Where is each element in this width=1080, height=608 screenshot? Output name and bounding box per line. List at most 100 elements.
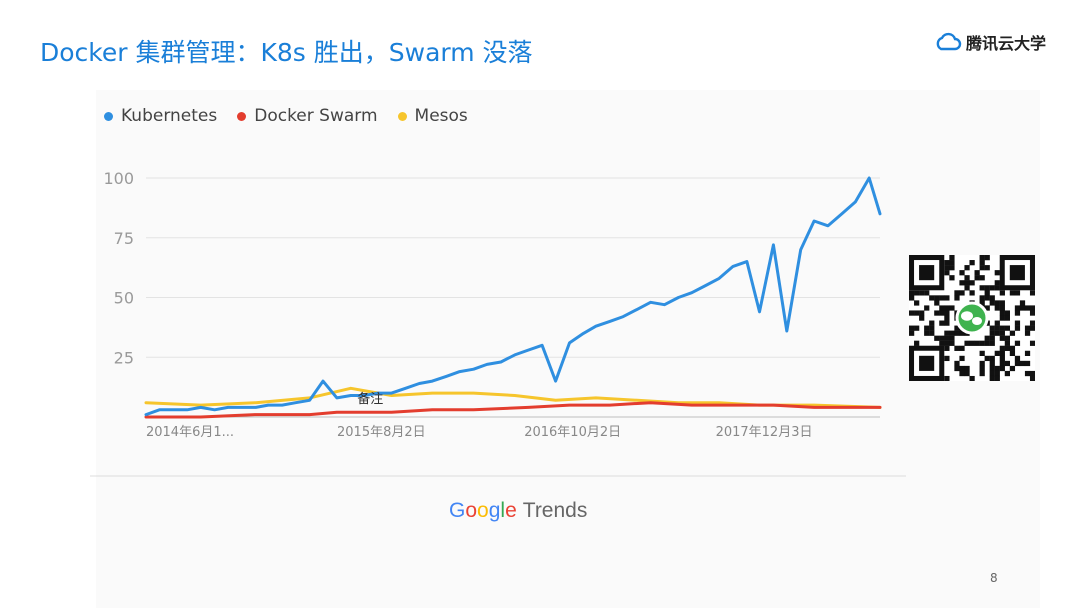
qr-module <box>949 330 955 336</box>
qr-module <box>1029 290 1035 296</box>
qr-module <box>994 285 1000 291</box>
qr-module <box>984 305 990 311</box>
qr-module <box>979 265 985 271</box>
google-logo-letter: l <box>500 499 506 522</box>
qr-module <box>979 340 985 346</box>
series-line-docker-swarm <box>144 401 882 419</box>
qr-module <box>1004 310 1010 316</box>
qr-module <box>979 365 985 372</box>
qr-module <box>994 375 1000 381</box>
qr-module <box>1004 370 1010 377</box>
google-logo: Google <box>449 499 517 523</box>
qr-module <box>954 365 960 372</box>
qr-module <box>944 340 950 346</box>
qr-module <box>939 305 945 311</box>
qr-module <box>999 290 1005 296</box>
qr-module <box>909 330 915 336</box>
qr-module <box>914 290 920 296</box>
qr-module <box>1014 340 1021 346</box>
qr-module <box>1009 265 1025 281</box>
qr-module <box>1004 345 1010 351</box>
qr-module <box>979 260 985 266</box>
qr-module <box>974 340 980 346</box>
qr-module <box>1014 320 1021 326</box>
qr-module <box>1009 365 1016 372</box>
qr-module <box>929 330 935 336</box>
qr-module <box>939 335 945 341</box>
qr-module <box>1024 350 1031 356</box>
qr-module <box>1014 290 1021 296</box>
wechat-bubble-icon <box>972 317 982 325</box>
qr-module <box>964 285 970 291</box>
google-logo-letter: g <box>488 499 501 522</box>
brand: 腾讯云大学 <box>934 30 1046 54</box>
qr-module <box>949 340 955 346</box>
qr-module <box>914 310 920 316</box>
legend-item-docker-swarm[interactable]: Docker Swarm <box>237 106 378 126</box>
qr-module <box>1024 360 1031 367</box>
qr-module <box>969 280 975 286</box>
qr-module <box>984 355 990 362</box>
qr-module <box>1024 325 1031 331</box>
qr-module <box>989 360 995 367</box>
qr-module <box>999 345 1005 351</box>
qr-module <box>944 355 950 362</box>
qr-module <box>919 290 925 296</box>
qr-module <box>1019 360 1026 367</box>
qr-module <box>949 260 955 266</box>
qr-module <box>989 370 995 377</box>
chart-annotation: 备注 <box>357 391 383 407</box>
page-number: 8 <box>990 571 998 585</box>
qr-module <box>944 320 950 326</box>
qr-module <box>939 320 945 326</box>
y-tick-label: 25 <box>114 348 134 367</box>
qr-module <box>949 265 955 271</box>
qr-module <box>979 275 985 281</box>
qr-module <box>989 335 995 341</box>
qr-module <box>1029 310 1035 316</box>
qr-module <box>959 290 965 296</box>
qr-module <box>994 280 1000 286</box>
qr-module <box>949 275 955 281</box>
qr-module <box>984 255 990 261</box>
trends-label: Trends <box>522 499 588 522</box>
x-tick-label: 2014年6月1... <box>146 425 234 440</box>
qr-module <box>1024 305 1031 311</box>
qr-module <box>989 300 995 306</box>
qr-module <box>1009 345 1016 351</box>
qr-module <box>914 300 920 306</box>
qr-module <box>984 265 990 271</box>
legend-item-mesos[interactable]: Mesos <box>397 106 468 126</box>
qr-module <box>964 365 970 372</box>
qr-module <box>979 255 985 261</box>
qr-module <box>959 365 965 372</box>
qr-module <box>1014 310 1021 316</box>
qr-module <box>914 325 920 331</box>
qr-module <box>929 295 935 301</box>
qr-module <box>999 315 1005 321</box>
x-tick-label: 2015年8月2日 <box>337 425 426 440</box>
qr-module <box>994 325 1000 331</box>
qr-module <box>964 340 970 346</box>
qr-module <box>979 300 985 306</box>
qr-module <box>929 325 935 331</box>
qr-module <box>949 305 955 311</box>
wechat-qr-code-icon[interactable] <box>909 255 1035 381</box>
legend-dot-mesos <box>397 111 407 121</box>
qr-module <box>924 305 930 311</box>
cloud-logo-icon <box>936 32 962 51</box>
qr-module <box>944 305 950 311</box>
qr-module <box>989 325 995 331</box>
qr-module <box>1014 325 1021 331</box>
qr-module <box>954 295 960 301</box>
qr-module <box>984 340 990 346</box>
qr-module <box>989 295 995 301</box>
qr-module <box>909 295 915 301</box>
series-line-mesos <box>144 386 882 409</box>
qr-module <box>939 340 945 346</box>
qr-module <box>969 290 975 296</box>
qr-module <box>999 310 1005 316</box>
legend-dot-docker-swarm <box>237 111 247 121</box>
legend-item-kubernetes[interactable]: Kubernetes <box>104 106 217 126</box>
qr-module <box>994 305 1000 311</box>
